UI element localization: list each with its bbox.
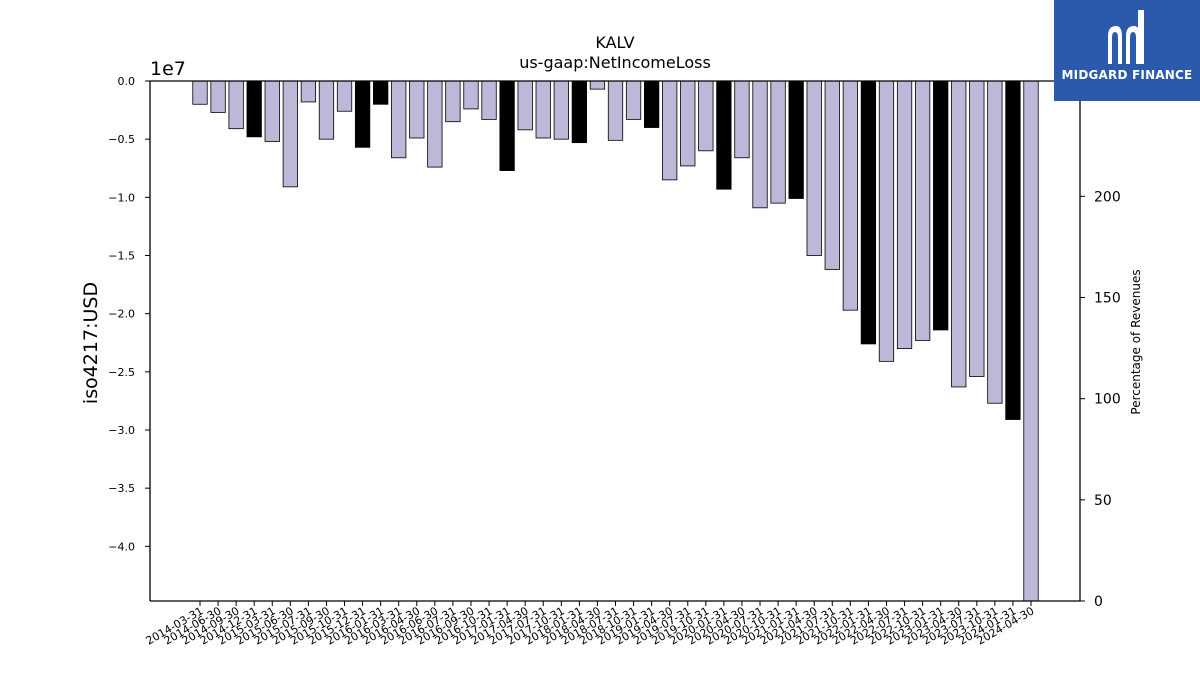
bar bbox=[553, 80, 569, 140]
bar bbox=[933, 80, 949, 331]
bar bbox=[824, 80, 840, 270]
bar bbox=[409, 80, 425, 139]
chart-title: KALV bbox=[595, 33, 634, 52]
bar bbox=[336, 80, 353, 112]
bar bbox=[300, 80, 317, 103]
y2-tick-label: 0 bbox=[1094, 594, 1103, 610]
bar bbox=[318, 80, 335, 140]
bar bbox=[806, 80, 822, 256]
y-multiplier-label: 1e7 bbox=[150, 58, 186, 80]
bar bbox=[752, 80, 768, 209]
bar bbox=[354, 80, 371, 148]
bar bbox=[192, 80, 208, 105]
y-tick-label: −4.0 bbox=[108, 540, 135, 553]
x-ticks-group: 2014-03-312014-06-302014-09-302014-12-31… bbox=[144, 601, 1037, 648]
bar bbox=[625, 80, 642, 120]
bar bbox=[788, 80, 804, 199]
bar bbox=[1005, 80, 1021, 420]
bar bbox=[481, 80, 497, 120]
bars-group bbox=[192, 80, 1039, 602]
bar bbox=[951, 80, 967, 388]
bar bbox=[698, 80, 714, 152]
bar bbox=[499, 80, 515, 171]
bar bbox=[210, 80, 226, 113]
y-tick-label: −3.5 bbox=[108, 482, 135, 495]
bar bbox=[734, 80, 750, 159]
bar bbox=[716, 80, 732, 190]
bar bbox=[445, 80, 461, 123]
bar bbox=[662, 80, 678, 181]
bar bbox=[878, 80, 895, 362]
y-tick-label: −1.0 bbox=[108, 191, 135, 204]
bar bbox=[589, 80, 606, 90]
bar bbox=[391, 80, 407, 159]
y-axis-label: iso4217:USD bbox=[80, 282, 102, 404]
bar bbox=[246, 80, 262, 138]
midgard-logo-icon bbox=[1108, 10, 1144, 64]
y2-tick-label: 150 bbox=[1094, 290, 1121, 306]
bar bbox=[860, 80, 877, 345]
y-tick-label: −3.0 bbox=[108, 424, 135, 437]
y2-tick-label: 100 bbox=[1094, 392, 1121, 408]
bar bbox=[463, 80, 479, 110]
bar bbox=[770, 80, 786, 204]
bar bbox=[914, 80, 931, 341]
logo-text: MIDGARD FINANCE bbox=[1061, 68, 1193, 82]
y2-tick-label: 50 bbox=[1094, 493, 1112, 509]
axes-group bbox=[149, 80, 1081, 602]
bar bbox=[427, 80, 443, 168]
y-ticks-group: 0.0 −0.5 −1.0 −1.5 −2.0 −2.5 −3.0 −3.5 −4.0 bbox=[108, 75, 150, 553]
midgard-finance-logo: MIDGARD FINANCE bbox=[1054, 0, 1200, 101]
bar bbox=[680, 80, 696, 167]
bar bbox=[228, 80, 244, 130]
bar bbox=[517, 80, 533, 131]
bar bbox=[896, 80, 913, 349]
bar bbox=[264, 80, 280, 142]
bar bbox=[373, 80, 389, 105]
y-tick-label: −2.0 bbox=[108, 308, 135, 321]
bar bbox=[644, 80, 660, 128]
y-tick-label: −0.5 bbox=[108, 133, 135, 146]
chart-subtitle: us-gaap:NetIncomeLoss bbox=[519, 53, 711, 72]
y2-axis-label: Percentage of Revenues bbox=[1129, 269, 1143, 414]
y2-tick-label: 200 bbox=[1094, 189, 1121, 205]
y-tick-label: −1.5 bbox=[108, 249, 135, 262]
bar bbox=[1023, 80, 1039, 602]
bar bbox=[969, 80, 985, 377]
y-tick-label: 0.0 bbox=[118, 75, 136, 88]
bar bbox=[535, 80, 551, 139]
y2-ticks-group: 0 50 100 150 200 bbox=[1080, 189, 1121, 610]
bar bbox=[987, 80, 1003, 404]
bar bbox=[607, 80, 624, 141]
bar bbox=[842, 80, 858, 311]
bar bbox=[571, 80, 587, 144]
y-tick-label: −2.5 bbox=[108, 366, 135, 379]
bar bbox=[282, 80, 298, 188]
